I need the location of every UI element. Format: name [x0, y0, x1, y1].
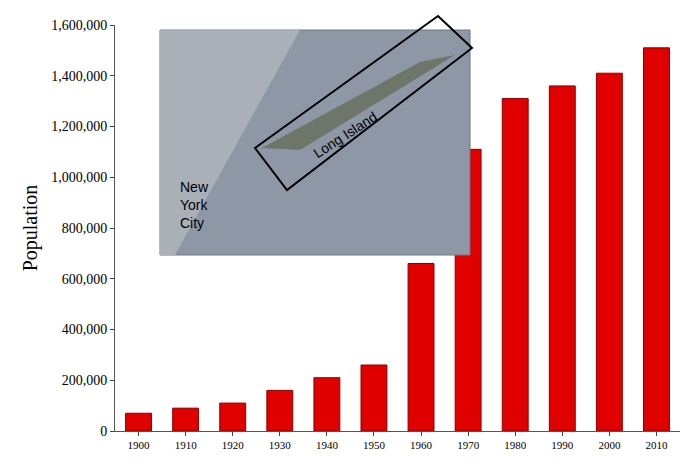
svg-text:800,000: 800,000 — [62, 221, 108, 236]
svg-text:1,600,000: 1,600,000 — [51, 18, 107, 33]
svg-text:Population: Population — [19, 185, 42, 272]
svg-text:1,200,000: 1,200,000 — [51, 119, 107, 134]
svg-text:200,000: 200,000 — [62, 373, 108, 388]
svg-text:1,000,000: 1,000,000 — [51, 170, 107, 185]
svg-text:1910: 1910 — [175, 439, 198, 451]
svg-text:1960: 1960 — [410, 439, 433, 451]
svg-text:400,000: 400,000 — [62, 322, 108, 337]
svg-text:2000: 2000 — [598, 439, 621, 451]
svg-text:600,000: 600,000 — [62, 272, 108, 287]
svg-text:0: 0 — [100, 424, 107, 439]
svg-text:1970: 1970 — [457, 439, 480, 451]
svg-text:1990: 1990 — [551, 439, 574, 451]
svg-text:1950: 1950 — [363, 439, 386, 451]
svg-text:NewYorkCity: NewYorkCity — [180, 179, 209, 231]
svg-text:1980: 1980 — [504, 439, 527, 451]
svg-text:1940: 1940 — [316, 439, 339, 451]
svg-text:1900: 1900 — [128, 439, 151, 451]
svg-text:2010: 2010 — [645, 439, 668, 451]
svg-text:1920: 1920 — [222, 439, 245, 451]
svg-text:1,400,000: 1,400,000 — [51, 69, 107, 84]
svg-text:Long Island: Long Island — [310, 108, 379, 161]
svg-text:1930: 1930 — [269, 439, 292, 451]
